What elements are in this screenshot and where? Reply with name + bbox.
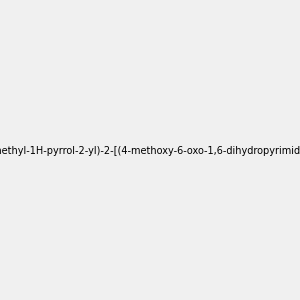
Text: N-(5-benzyl-3-cyano-4-methyl-1H-pyrrol-2-yl)-2-[(4-methoxy-6-oxo-1,6-dihydropyri: N-(5-benzyl-3-cyano-4-methyl-1H-pyrrol-2… — [0, 146, 300, 157]
